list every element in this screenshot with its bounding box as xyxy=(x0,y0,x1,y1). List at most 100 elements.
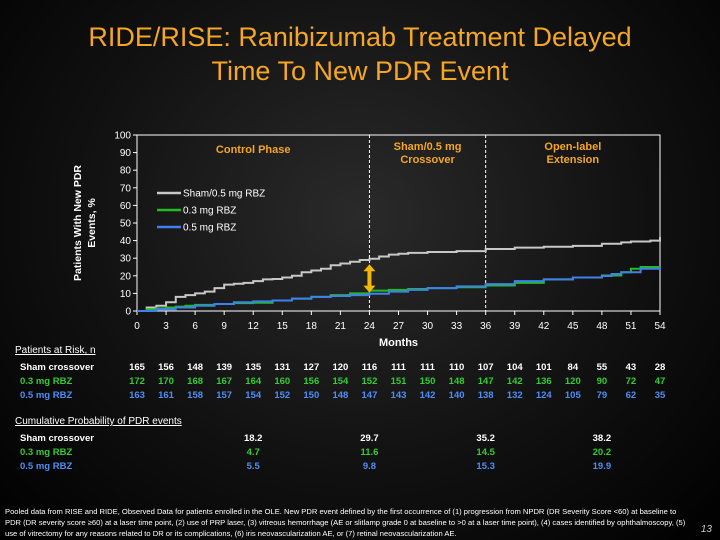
risk-value: 132 xyxy=(506,390,523,401)
risk-value: 142 xyxy=(419,390,436,401)
phase-label-line-1: Control Phase xyxy=(216,144,291,156)
risk-value: 172 xyxy=(129,376,145,387)
x-tick-label: 6 xyxy=(192,321,198,332)
y-tick-label: 100 xyxy=(114,131,131,142)
risk-value: 104 xyxy=(506,362,523,373)
risk-value: 161 xyxy=(158,390,174,401)
cumulative-row-label: 0.5 mg RBZ xyxy=(20,461,73,472)
risk-value: 47 xyxy=(654,376,666,387)
risk-value: 158 xyxy=(187,390,204,401)
cumulative-value: 38.2 xyxy=(592,433,612,444)
risk-row-label: 0.5 mg RBZ xyxy=(20,390,73,401)
cumulative-value: 14.5 xyxy=(476,447,495,458)
cumulative-value: 4.7 xyxy=(246,447,260,458)
risk-row-label: Sham crossover xyxy=(20,362,94,373)
x-tick-label: 21 xyxy=(335,321,347,332)
risk-value: 143 xyxy=(390,390,407,401)
difference-arrow-down-head xyxy=(363,285,376,293)
series-line-1 xyxy=(137,237,661,312)
phase-label-line-2: Crossover xyxy=(400,154,455,166)
cumulative-value: 29.7 xyxy=(360,433,379,444)
risk-value: 156 xyxy=(303,376,320,387)
phase-label-line-2: Extension xyxy=(547,154,600,166)
phase-label-line-1: Open-label xyxy=(544,141,601,153)
y-tick-label: 30 xyxy=(120,254,132,265)
risk-value: 136 xyxy=(535,376,552,387)
cumulative-value: 9.8 xyxy=(362,461,377,472)
x-tick-label: 51 xyxy=(625,321,637,332)
y-axis-label-line-1: Patients With New PDR xyxy=(72,165,84,281)
risk-value: 164 xyxy=(245,376,262,387)
legend-label-1: Sham/0.5 mg RBZ xyxy=(183,189,265,200)
x-tick-label: 9 xyxy=(221,321,227,332)
title-line-2: Time To New PDR Event xyxy=(211,56,509,86)
risk-value: 147 xyxy=(477,376,494,387)
x-tick-label: 30 xyxy=(422,321,434,332)
x-tick-label: 54 xyxy=(654,321,666,332)
risk-value: 127 xyxy=(303,362,320,373)
y-tick-label: 50 xyxy=(120,219,132,230)
risk-value: 79 xyxy=(596,390,608,401)
risk-value: 131 xyxy=(274,362,291,373)
x-tick-label: 39 xyxy=(509,321,521,332)
page-number: 13 xyxy=(700,524,712,535)
risk-value: 160 xyxy=(274,376,291,387)
risk-value: 28 xyxy=(654,362,666,373)
x-tick-label: 45 xyxy=(567,321,579,332)
cumulative-value: 19.9 xyxy=(592,461,612,472)
x-tick-label: 36 xyxy=(480,321,492,332)
cumulative-row-label: Sham crossover xyxy=(20,433,94,444)
x-tick-label: 42 xyxy=(538,321,550,332)
risk-value: 150 xyxy=(419,376,436,387)
y-tick-label: 80 xyxy=(120,166,132,177)
cumulative-value: 18.2 xyxy=(243,433,263,444)
risk-value: 154 xyxy=(332,376,349,387)
risk-value: 167 xyxy=(216,376,233,387)
cumulative-probability-heading: Cumulative Probability of PDR events xyxy=(15,416,182,427)
series-line-3 xyxy=(137,267,661,312)
cumulative-value: 35.2 xyxy=(476,433,495,444)
risk-value: 120 xyxy=(564,376,581,387)
risk-value: 124 xyxy=(535,390,552,401)
risk-value: 148 xyxy=(448,376,465,387)
risk-value: 138 xyxy=(477,390,494,401)
risk-value: 116 xyxy=(361,362,378,373)
risk-value: 152 xyxy=(361,376,378,387)
risk-value: 152 xyxy=(274,390,291,401)
cumulative-value: 11.6 xyxy=(360,447,379,458)
difference-arrow-shaft xyxy=(367,269,372,288)
risk-value: 139 xyxy=(216,362,233,373)
risk-value: 170 xyxy=(158,376,174,387)
risk-value: 120 xyxy=(332,362,349,373)
risk-value: 140 xyxy=(448,390,465,401)
cumulative-value: 5.5 xyxy=(246,461,260,472)
risk-value: 135 xyxy=(245,362,262,373)
x-tick-label: 33 xyxy=(451,321,463,332)
x-tick-label: 0 xyxy=(134,321,140,332)
title-line-1: RIDE/RISE: Ranibizumab Treatment Delayed xyxy=(88,22,632,52)
risk-value: 110 xyxy=(448,362,465,373)
risk-value: 101 xyxy=(535,362,552,373)
risk-value: 43 xyxy=(625,362,637,373)
risk-value: 165 xyxy=(129,362,145,373)
slide-title: RIDE/RISE: Ranibizumab Treatment Delayed… xyxy=(0,20,720,88)
y-tick-label: 40 xyxy=(120,236,132,247)
cumulative-value: 15.3 xyxy=(476,461,495,472)
risk-value: 154 xyxy=(245,390,262,401)
risk-value: 148 xyxy=(332,390,349,401)
risk-value: 35 xyxy=(654,390,666,401)
cumulative-value: 20.2 xyxy=(592,447,612,458)
risk-value: 72 xyxy=(625,376,637,387)
x-tick-label: 12 xyxy=(248,321,260,332)
legend-label-2: 0.3 mg RBZ xyxy=(183,206,236,217)
risk-value: 90 xyxy=(596,376,608,387)
risk-value: 163 xyxy=(129,390,145,401)
risk-row-label: 0.3 mg RBZ xyxy=(20,376,73,387)
risk-value: 148 xyxy=(187,362,204,373)
phase-label-line-1: Sham/0.5 mg xyxy=(394,141,462,153)
risk-value: 84 xyxy=(567,362,579,373)
y-tick-label: 60 xyxy=(120,201,132,212)
y-tick-label: 90 xyxy=(120,148,132,159)
risk-value: 111 xyxy=(420,362,435,373)
risk-value: 105 xyxy=(564,390,581,401)
